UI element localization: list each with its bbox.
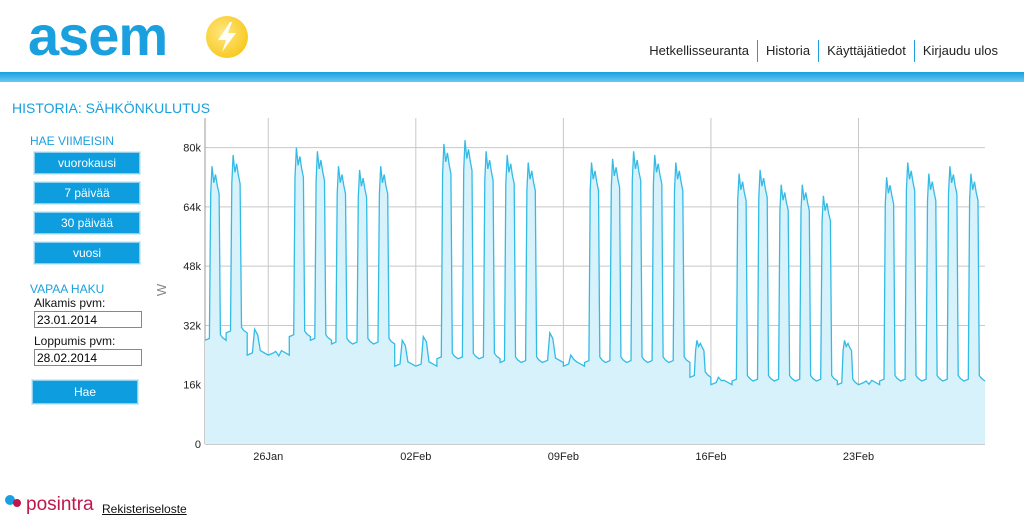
footer: posintra Rekisteriseloste	[0, 488, 1024, 520]
series-line	[204, 140, 986, 386]
nav-kayttajatiedot[interactable]: Käyttäjätiedot	[818, 40, 914, 62]
lightning-icon	[206, 16, 248, 58]
consumption-chart: 0 16k 32k 48k 64k 80k 26Jan 02Feb 09Feb 16Feb 23Fe…	[154, 118, 986, 463]
x-tick-label: 26Jan	[253, 451, 283, 463]
7-paivaa-button[interactable]: 7 päivää	[34, 182, 140, 204]
vuorokausi-button[interactable]: vuorokausi	[34, 152, 140, 174]
nav-hetkellisseuranta[interactable]: Hetkellisseuranta	[649, 43, 749, 58]
header: asem Hetkellisseuranta Historia Käyttäjä…	[0, 0, 1024, 72]
end-date-input[interactable]	[34, 349, 142, 366]
x-tick-label: 23Feb	[843, 451, 874, 463]
30-paivaa-button[interactable]: 30 päivää	[34, 212, 140, 234]
main-nav: Hetkellisseuranta Historia Käyttäjätiedo…	[641, 40, 1006, 62]
nav-kirjaudu-ulos[interactable]: Kirjaudu ulos	[913, 40, 1006, 62]
page-title: HISTORIA: SÄHKÖNKULUTUS	[12, 100, 211, 116]
posintra-logo: posintra	[26, 494, 94, 515]
free-search-heading: VAPAA HAKU	[30, 282, 105, 296]
end-date-label: Loppumis pvm:	[34, 334, 116, 348]
series-area	[205, 140, 985, 444]
y-tick-label: 80k	[183, 143, 201, 155]
recent-heading: HAE VIIMEISIN	[30, 134, 115, 148]
start-date-input[interactable]	[34, 311, 142, 328]
y-tick-label: 48k	[183, 261, 201, 273]
y-tick-label: 0	[195, 439, 201, 451]
x-tick-label: 02Feb	[400, 451, 431, 463]
nav-historia[interactable]: Historia	[756, 40, 818, 62]
y-axis-label: W	[154, 283, 169, 296]
header-band	[0, 72, 1024, 82]
x-tick-label: 09Feb	[548, 451, 579, 463]
vuosi-button[interactable]: vuosi	[34, 242, 140, 264]
asemo-logo[interactable]: asem	[28, 4, 168, 67]
hae-button[interactable]: Hae	[32, 380, 138, 404]
y-tick-label: 32k	[183, 320, 201, 332]
y-tick-label: 64k	[183, 202, 201, 214]
start-date-label: Alkamis pvm:	[34, 296, 106, 310]
x-tick-label: 16Feb	[695, 451, 726, 463]
y-tick-label: 16k	[183, 380, 201, 392]
sto-logo-icon	[5, 495, 21, 507]
sidebar: HAE VIIMEISIN vuorokausi 7 päivää 30 päi…	[30, 134, 142, 412]
rekisteriseloste-link[interactable]: Rekisteriseloste	[102, 502, 187, 516]
